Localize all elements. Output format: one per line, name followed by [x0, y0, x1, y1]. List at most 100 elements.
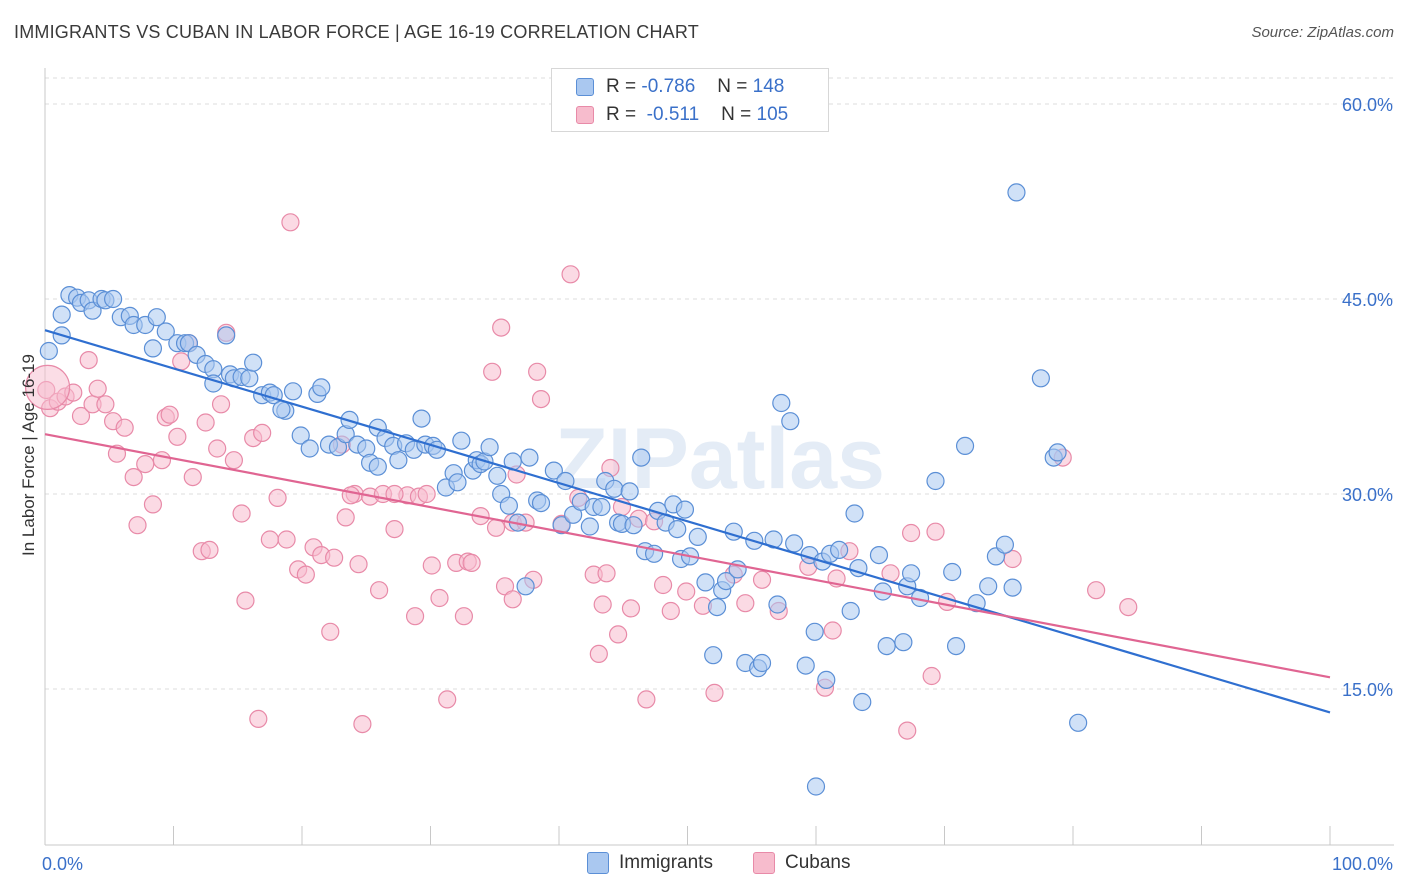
immigrants-point — [785, 534, 804, 553]
cubans-point — [24, 364, 71, 410]
immigrants-point — [901, 564, 921, 583]
immigrants-point — [704, 646, 723, 665]
cubans-point — [196, 413, 215, 432]
cubans-point — [901, 523, 921, 543]
cubans-point — [653, 575, 673, 595]
immigrants-point — [806, 777, 826, 796]
immigrants-label: Immigrants — [619, 852, 713, 873]
cubans-point — [325, 548, 344, 567]
immigrants-point — [291, 426, 310, 445]
cubans-point — [405, 607, 425, 626]
cubans-point — [486, 518, 506, 537]
cubans-point — [349, 555, 368, 574]
cubans-label: Cubans — [785, 852, 851, 873]
n-value: 148 — [752, 76, 785, 97]
cubans-point — [79, 351, 98, 370]
cubans-point — [677, 582, 696, 601]
cubans-point — [168, 427, 187, 446]
cubans-point — [200, 540, 219, 560]
immigrants-point — [520, 448, 539, 467]
r-value: -0.786 — [641, 76, 696, 97]
immigrants-point — [592, 497, 611, 517]
immigrants-point — [841, 601, 860, 621]
immigrants-point — [668, 519, 687, 539]
cubans-point — [898, 721, 917, 740]
cubans-point — [926, 522, 945, 541]
immigrants-point — [531, 494, 551, 513]
immigrants-point — [620, 482, 639, 501]
immigrants-point — [830, 540, 849, 560]
cubans-point — [483, 362, 502, 381]
series-immigrants — [39, 183, 1088, 796]
cubans-point — [531, 390, 551, 409]
cubans-point — [528, 362, 547, 381]
cubans-point — [211, 395, 231, 414]
immigrants-point — [696, 573, 715, 592]
y-tick-label: 15.0% — [1342, 680, 1393, 700]
cubans-point — [249, 709, 268, 729]
immigrants-swatch — [587, 852, 609, 874]
immigrants-point — [845, 504, 864, 523]
cubans-point — [503, 590, 522, 609]
cubans-point — [236, 591, 255, 610]
r-label: R = — [606, 104, 637, 125]
cubans-point — [462, 553, 481, 573]
stats-legend: R = -0.786 N = 148 R = -0.511 N = 105 — [551, 68, 829, 132]
immigrants-point — [427, 440, 447, 459]
cubans-point — [253, 423, 272, 442]
bottom-legend-cubans: Cubans — [753, 852, 851, 874]
cubans-point — [752, 570, 772, 589]
cubans-point — [597, 564, 616, 583]
cubans-point — [621, 599, 641, 618]
cubans-point — [454, 607, 474, 626]
chart-title: IMMIGRANTS VS CUBAN IN LABOR FORCE | AGE… — [14, 22, 699, 42]
watermark: ZIPatlas — [555, 411, 885, 507]
immigrants-point — [688, 527, 707, 547]
cubans-point — [370, 581, 389, 600]
cubans-point — [160, 405, 179, 424]
cubans-point — [336, 508, 355, 527]
immigrants-point — [894, 633, 913, 652]
cubans-point — [593, 595, 612, 614]
cubans-point — [136, 455, 155, 474]
cubans-point — [71, 406, 91, 426]
tick-labels: 15.0% 30.0% 45.0% 60.0% 0.0% 100.0% — [42, 95, 1393, 874]
immigrants-point — [772, 393, 791, 413]
immigrants-point — [552, 516, 571, 535]
immigrants-point — [1069, 713, 1088, 732]
cubans-point — [268, 488, 287, 507]
cubans-point — [321, 622, 340, 641]
cubans-point — [609, 625, 628, 644]
cubans-point — [422, 556, 441, 575]
immigrants-point — [452, 431, 471, 450]
immigrants-point — [39, 341, 58, 361]
r-value: -0.511 — [646, 104, 700, 125]
cubans-point — [281, 213, 300, 232]
immigrants-point — [979, 577, 998, 596]
immigrants-point — [244, 353, 263, 372]
cubans-point — [232, 504, 251, 523]
n-label: N = — [721, 104, 752, 125]
y-tick-label: 60.0% — [1342, 95, 1393, 115]
immigrants-point — [605, 479, 624, 498]
immigrants-trend-line — [44, 329, 1331, 714]
cubans-point — [172, 352, 191, 371]
immigrants-point — [300, 439, 319, 458]
immigrants-swatch — [576, 78, 594, 96]
immigrants-point — [147, 308, 166, 327]
legend-row-cubans: R = -0.511 N = 105 — [552, 101, 788, 129]
cubans-point — [296, 565, 315, 584]
cubans-point — [260, 530, 279, 549]
cubans-point — [430, 588, 449, 608]
immigrants-point — [943, 562, 962, 582]
r-label: R = — [606, 76, 637, 97]
immigrants-point — [1048, 443, 1067, 462]
legend-row-immigrants: R = -0.786 N = 148 — [552, 73, 784, 101]
cubans-point — [124, 468, 143, 487]
immigrants-point — [675, 500, 695, 519]
immigrants-point — [368, 457, 387, 476]
x-tick-label: 100.0% — [1332, 854, 1393, 874]
immigrants-point — [796, 656, 815, 675]
immigrants-point — [926, 471, 945, 491]
